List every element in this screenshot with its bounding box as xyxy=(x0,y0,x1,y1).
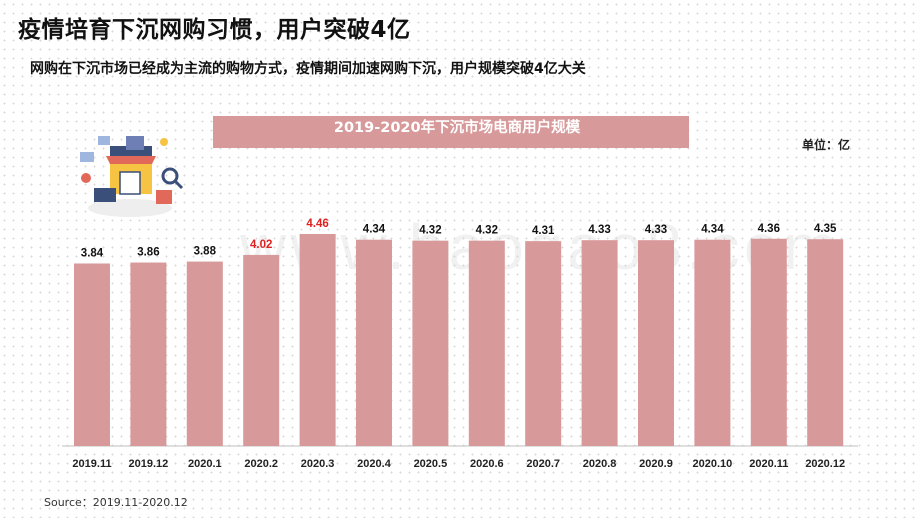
data-label-2020.9: 4.33 xyxy=(645,224,667,236)
bar-2020.12 xyxy=(807,239,844,446)
category-label-2019.11: 2019.11 xyxy=(72,458,111,470)
data-label-2020.6: 4.32 xyxy=(476,225,498,237)
category-label-2020.10: 2020.10 xyxy=(693,458,733,470)
category-label-2020.1: 2020.1 xyxy=(188,458,222,470)
bar-2020.8 xyxy=(581,240,618,446)
bar-2020.7 xyxy=(525,241,562,446)
category-label-2019.12: 2019.12 xyxy=(129,458,169,470)
source-note: Source：2019.11-2020.12 xyxy=(44,496,188,509)
category-label-2020.2: 2020.2 xyxy=(244,458,278,470)
page-subtitle: 网购在下沉市场已经成为主流的购物方式，疫情期间加速网购下沉，用户规模突破4亿大关 xyxy=(30,61,586,77)
bar-2020.3 xyxy=(299,234,336,446)
data-label-2020.2: 4.02 xyxy=(250,239,272,251)
bar-2020.1 xyxy=(186,261,223,446)
bar-2020.9 xyxy=(638,240,674,446)
data-label-2019.11: 3.84 xyxy=(81,247,104,259)
bar-2020.10 xyxy=(694,239,731,446)
category-label-2020.6: 2020.6 xyxy=(470,458,504,470)
data-label-2020.10: 4.34 xyxy=(701,224,724,236)
data-label-2020.1: 3.88 xyxy=(194,246,217,258)
data-label-2020.4: 4.34 xyxy=(363,224,386,236)
shopping-illustration xyxy=(80,136,184,217)
bar-2019.12 xyxy=(130,262,167,446)
data-label-2019.12: 3.86 xyxy=(137,247,159,259)
bar-2020.6 xyxy=(468,240,505,446)
bar-2020.11 xyxy=(750,238,787,446)
category-label-2020.9: 2020.9 xyxy=(639,458,673,470)
data-label-2020.11: 4.36 xyxy=(758,223,780,235)
bar-2020.2 xyxy=(243,254,280,446)
data-label-2020.8: 4.33 xyxy=(588,224,610,236)
category-label-2020.3: 2020.3 xyxy=(301,458,335,470)
data-label-2020.12: 4.35 xyxy=(814,223,837,235)
page-title: 疫情培育下沉网购习惯，用户突破4亿 xyxy=(18,17,411,43)
category-label-2020.7: 2020.7 xyxy=(526,458,560,470)
category-label-2020.11: 2020.11 xyxy=(749,458,788,470)
bar-2020.5 xyxy=(412,240,449,446)
category-label-2020.4: 2020.4 xyxy=(357,458,392,470)
bar-2019.11 xyxy=(74,263,110,446)
category-label-2020.5: 2020.5 xyxy=(414,458,448,470)
bar-2020.4 xyxy=(356,239,392,446)
data-label-2020.3: 4.46 xyxy=(306,218,328,230)
category-label-2020.8: 2020.8 xyxy=(583,458,617,470)
chart-title: 2019-2020年下沉市场电商用户规模 xyxy=(213,116,689,148)
data-label-2020.5: 4.32 xyxy=(419,225,441,237)
data-label-2020.7: 4.31 xyxy=(532,225,555,237)
unit-label: 单位：亿 xyxy=(801,138,850,152)
category-label-2020.12: 2020.12 xyxy=(805,458,845,470)
